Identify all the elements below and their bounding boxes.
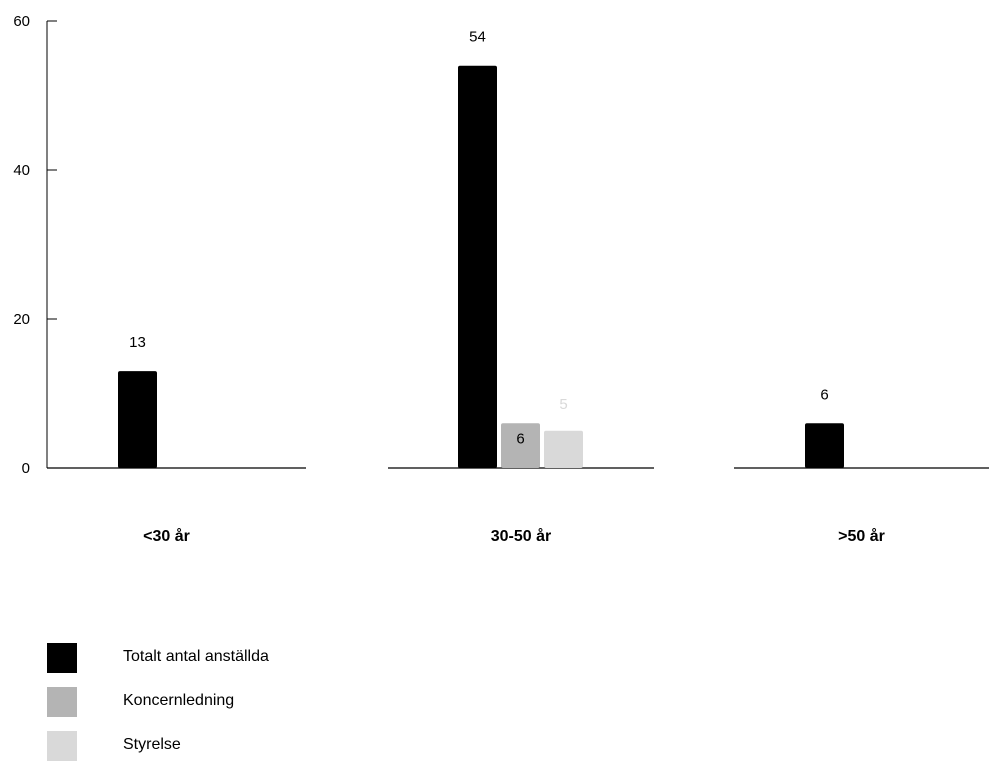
bar-totalt-antal-anst-llda-2 xyxy=(805,423,844,468)
age-distribution-bar-chart: 0 20 40 60 13 54 6 5 6 <30 år 30-50 år >50 år xyxy=(13,13,989,545)
legend-swatch-koncernledning xyxy=(47,687,77,717)
y-tick-label-2: 40 xyxy=(13,162,30,179)
data-label-totalt-antal-anst-llda-1: 54 xyxy=(469,29,486,46)
data-label-koncernledning-1: 6 xyxy=(516,430,524,447)
bars xyxy=(118,65,844,468)
legend-label-styrelse: Styrelse xyxy=(123,736,181,753)
legend-label-koncernledning: Koncernledning xyxy=(123,692,235,709)
y-axis: 0 20 40 60 xyxy=(13,13,57,477)
y-tick-label-0: 0 xyxy=(22,460,30,477)
legend-swatch-total xyxy=(47,643,77,673)
y-tick-label-3: 60 xyxy=(13,13,30,30)
category-label-2: >50 år xyxy=(838,527,885,545)
y-tick-label-1: 20 xyxy=(13,311,30,328)
legend-label-total: Totalt antal anställda xyxy=(123,648,269,665)
bar-styrelse-1 xyxy=(544,430,583,468)
category-labels: <30 år 30-50 år >50 år xyxy=(143,527,885,545)
legend-swatch-styrelse xyxy=(47,731,77,761)
category-label-0: <30 år xyxy=(143,527,190,545)
data-label-styrelse-1: 5 xyxy=(559,396,567,413)
bar-koncernledning-1 xyxy=(501,423,540,468)
data-labels: 13 54 6 5 6 xyxy=(129,29,829,448)
data-label-totalt-antal-anst-llda-2: 6 xyxy=(820,386,828,403)
category-label-1: 30-50 år xyxy=(491,527,552,545)
bar-totalt-antal-anst-llda-0 xyxy=(118,371,157,468)
data-label-totalt-antal-anst-llda-0: 13 xyxy=(129,334,146,351)
bar-totalt-antal-anst-llda-1 xyxy=(458,65,497,468)
